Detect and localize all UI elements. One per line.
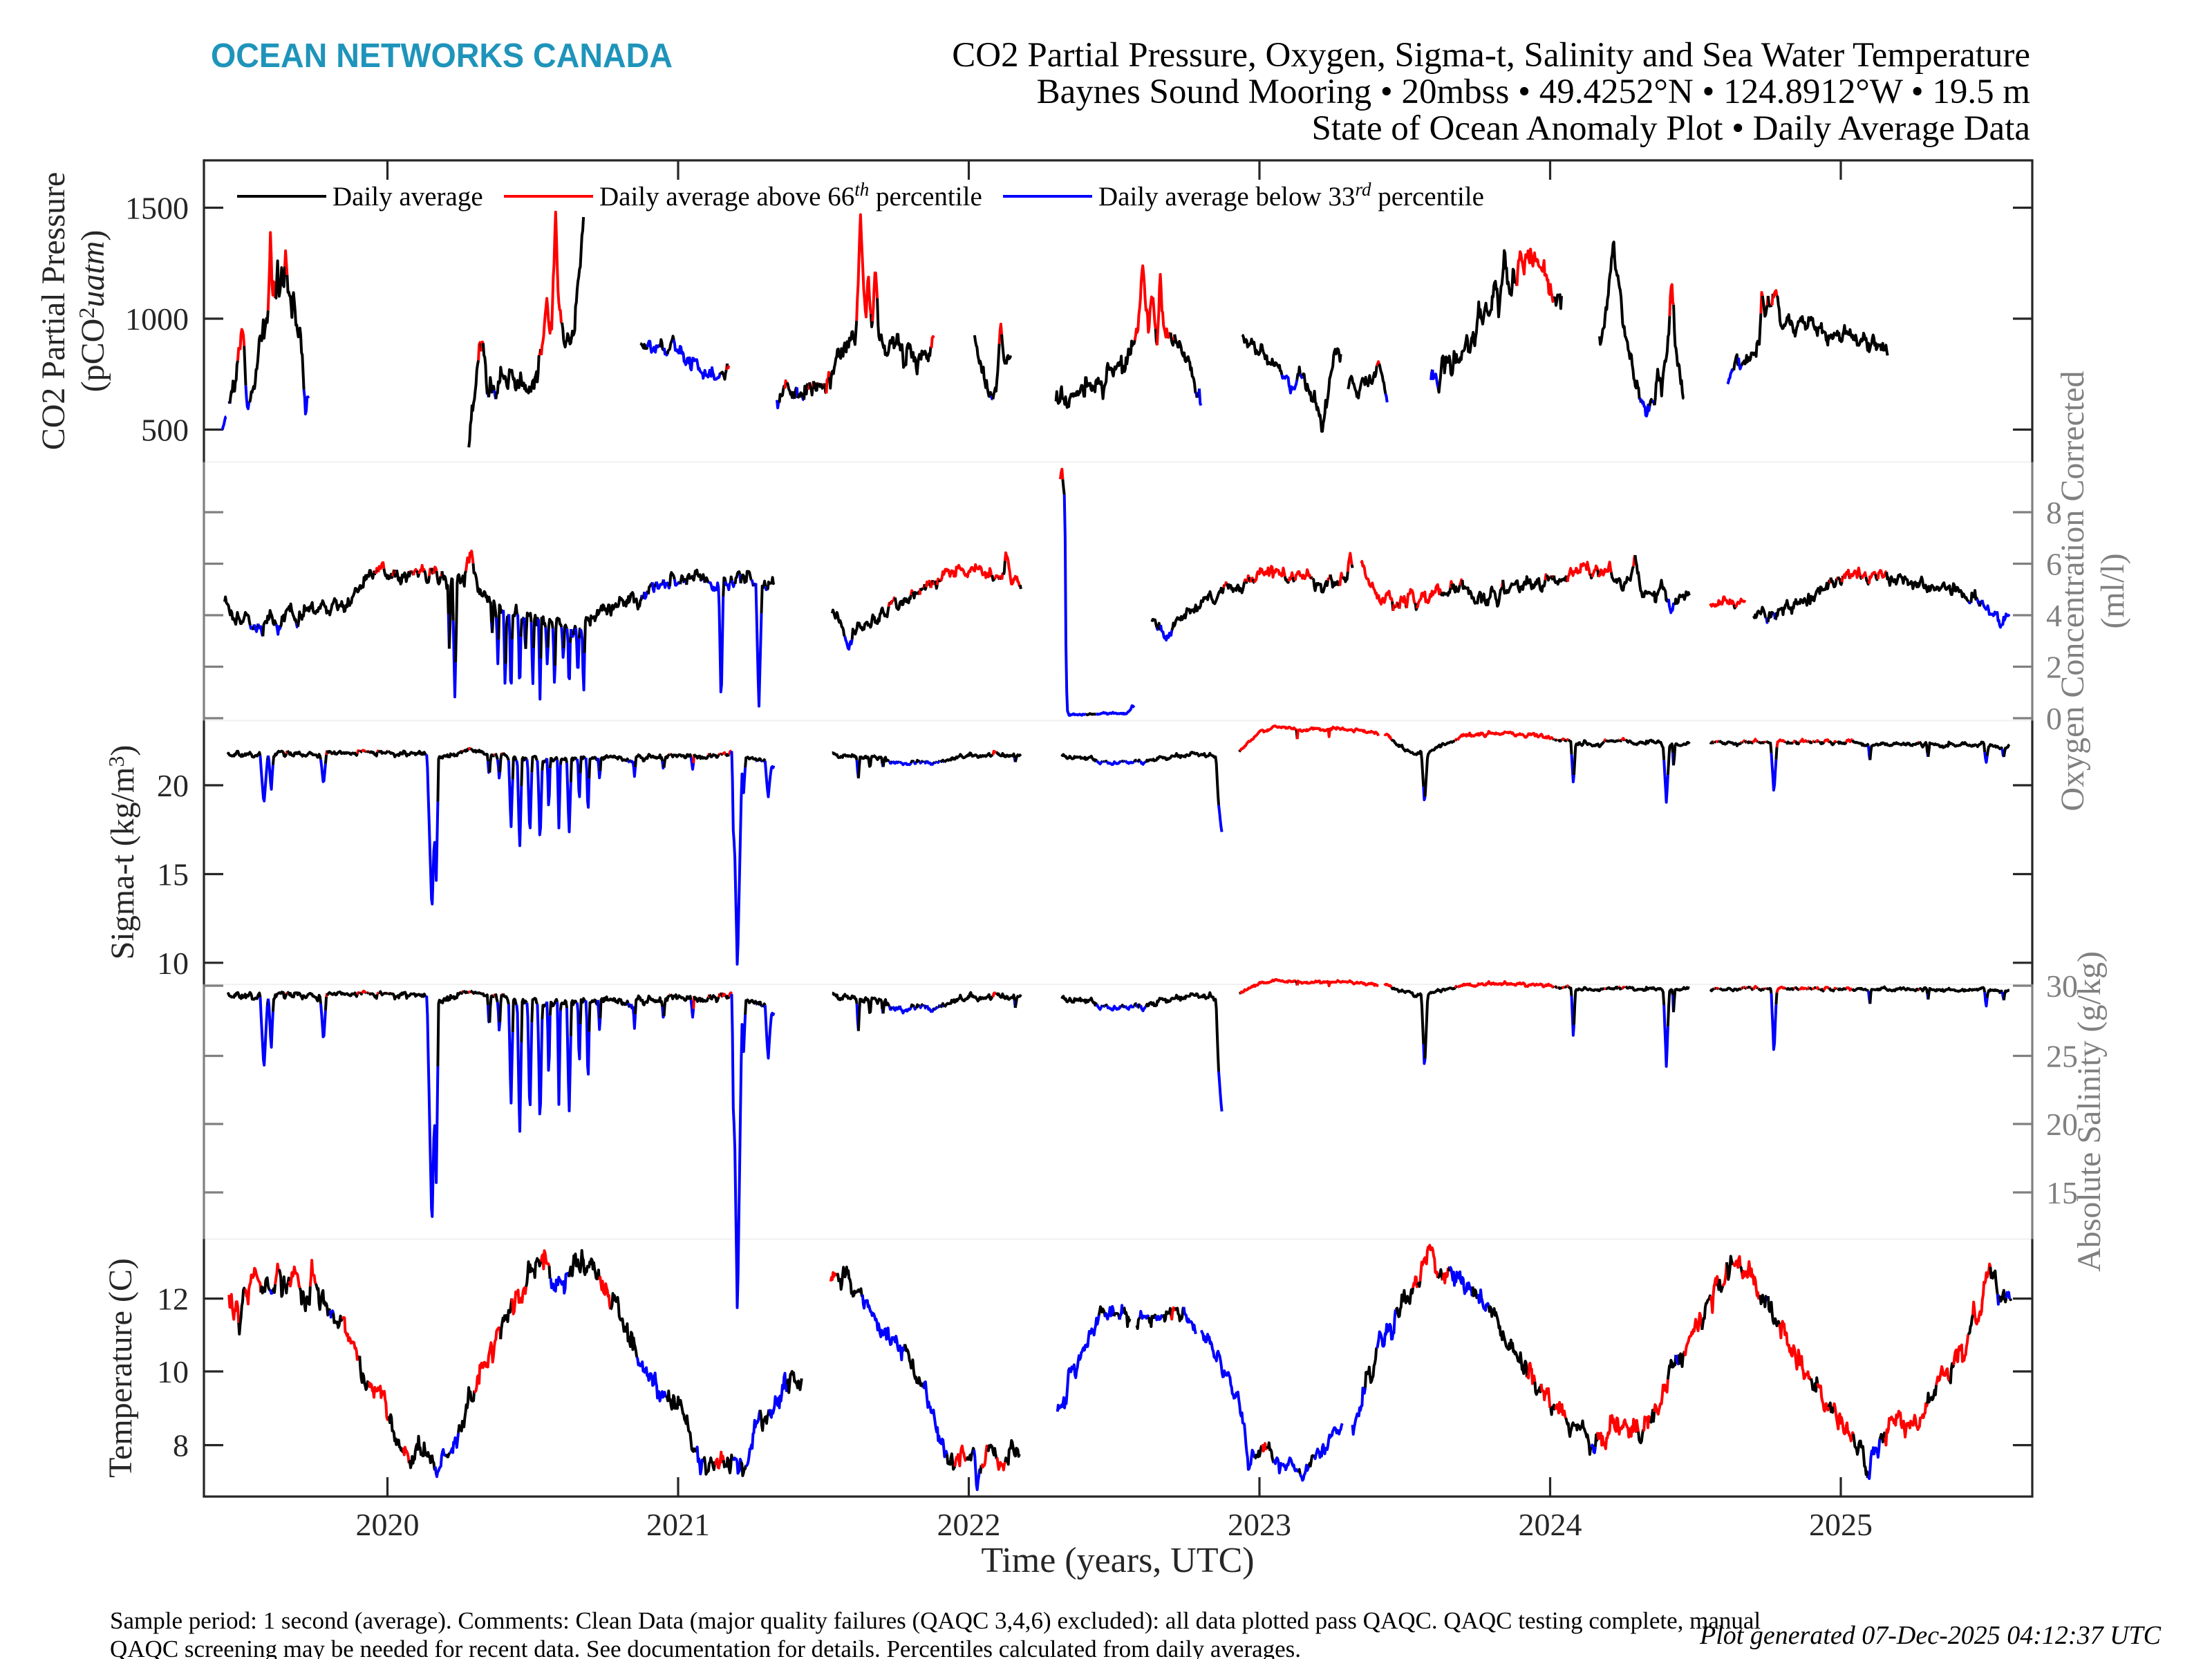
svg-text:2025: 2025 (1809, 1507, 1873, 1542)
svg-text:State of Ocean Anomaly Plot •: State of Ocean Anomaly Plot • Daily Aver… (1312, 109, 2030, 148)
svg-text:1000: 1000 (125, 301, 189, 337)
svg-text:1500: 1500 (125, 191, 189, 226)
svg-text:0: 0 (2046, 701, 2062, 736)
svg-text:25: 25 (2046, 1039, 2078, 1074)
svg-text:Daily average below 33rd perce: Daily average below 33rd percentile (1098, 179, 1484, 212)
svg-text:(ml/l): (ml/l) (2094, 553, 2131, 628)
svg-text:2023: 2023 (1228, 1507, 1291, 1542)
svg-text:2: 2 (2046, 650, 2062, 685)
svg-text:Daily average: Daily average (332, 182, 483, 212)
svg-text:QAQC screening may be needed f: QAQC screening may be needed for recent … (110, 1635, 1301, 1659)
svg-text:500: 500 (141, 413, 189, 448)
svg-text:20: 20 (157, 768, 189, 803)
svg-text:OCEAN NETWORKS CANADA: OCEAN NETWORKS CANADA (211, 37, 673, 75)
svg-text:12: 12 (157, 1282, 189, 1317)
svg-text:Baynes Sound Mooring • 20mbss: Baynes Sound Mooring • 20mbss • 49.4252°… (1037, 73, 2030, 111)
svg-text:10: 10 (157, 1354, 189, 1389)
svg-text:8: 8 (2046, 495, 2062, 530)
svg-text:Daily average above 66th perce: Daily average above 66th percentile (599, 179, 982, 212)
svg-text:CO2 Partial Pressure: CO2 Partial Pressure (35, 172, 72, 451)
svg-text:30: 30 (2046, 968, 2078, 1004)
svg-text:Oxygen Concentration Corrected: Oxygen Concentration Corrected (2054, 371, 2091, 811)
svg-text:6: 6 (2046, 547, 2062, 582)
svg-text:CO2 Partial Pressure, Oxygen,: CO2 Partial Pressure, Oxygen, Sigma-t, S… (952, 36, 2030, 75)
svg-text:Plot generated 07-Dec-2025 04:: Plot generated 07-Dec-2025 04:12:37 UTC (1699, 1621, 2162, 1650)
svg-text:Absolute Salinity (g/kg): Absolute Salinity (g/kg) (2071, 951, 2108, 1272)
svg-text:4: 4 (2046, 598, 2062, 633)
svg-text:2024: 2024 (1519, 1507, 1582, 1542)
svg-text:Temperature (C): Temperature (C) (102, 1258, 139, 1478)
svg-text:Sample period: 1 second (avera: Sample period: 1 second (average). Comme… (110, 1607, 1761, 1634)
svg-text:15: 15 (2046, 1175, 2078, 1210)
svg-text:20: 20 (2046, 1107, 2078, 1142)
svg-text:2021: 2021 (646, 1507, 710, 1542)
svg-text:10: 10 (157, 946, 189, 981)
svg-text:15: 15 (157, 857, 189, 892)
svg-text:Time (years, UTC): Time (years, UTC) (981, 1541, 1254, 1580)
svg-text:Sigma-t (kg/m3): Sigma-t (kg/m3) (104, 745, 141, 960)
svg-text:2020: 2020 (356, 1507, 420, 1542)
svg-text:2022: 2022 (937, 1507, 1001, 1542)
svg-text:8: 8 (173, 1428, 189, 1463)
